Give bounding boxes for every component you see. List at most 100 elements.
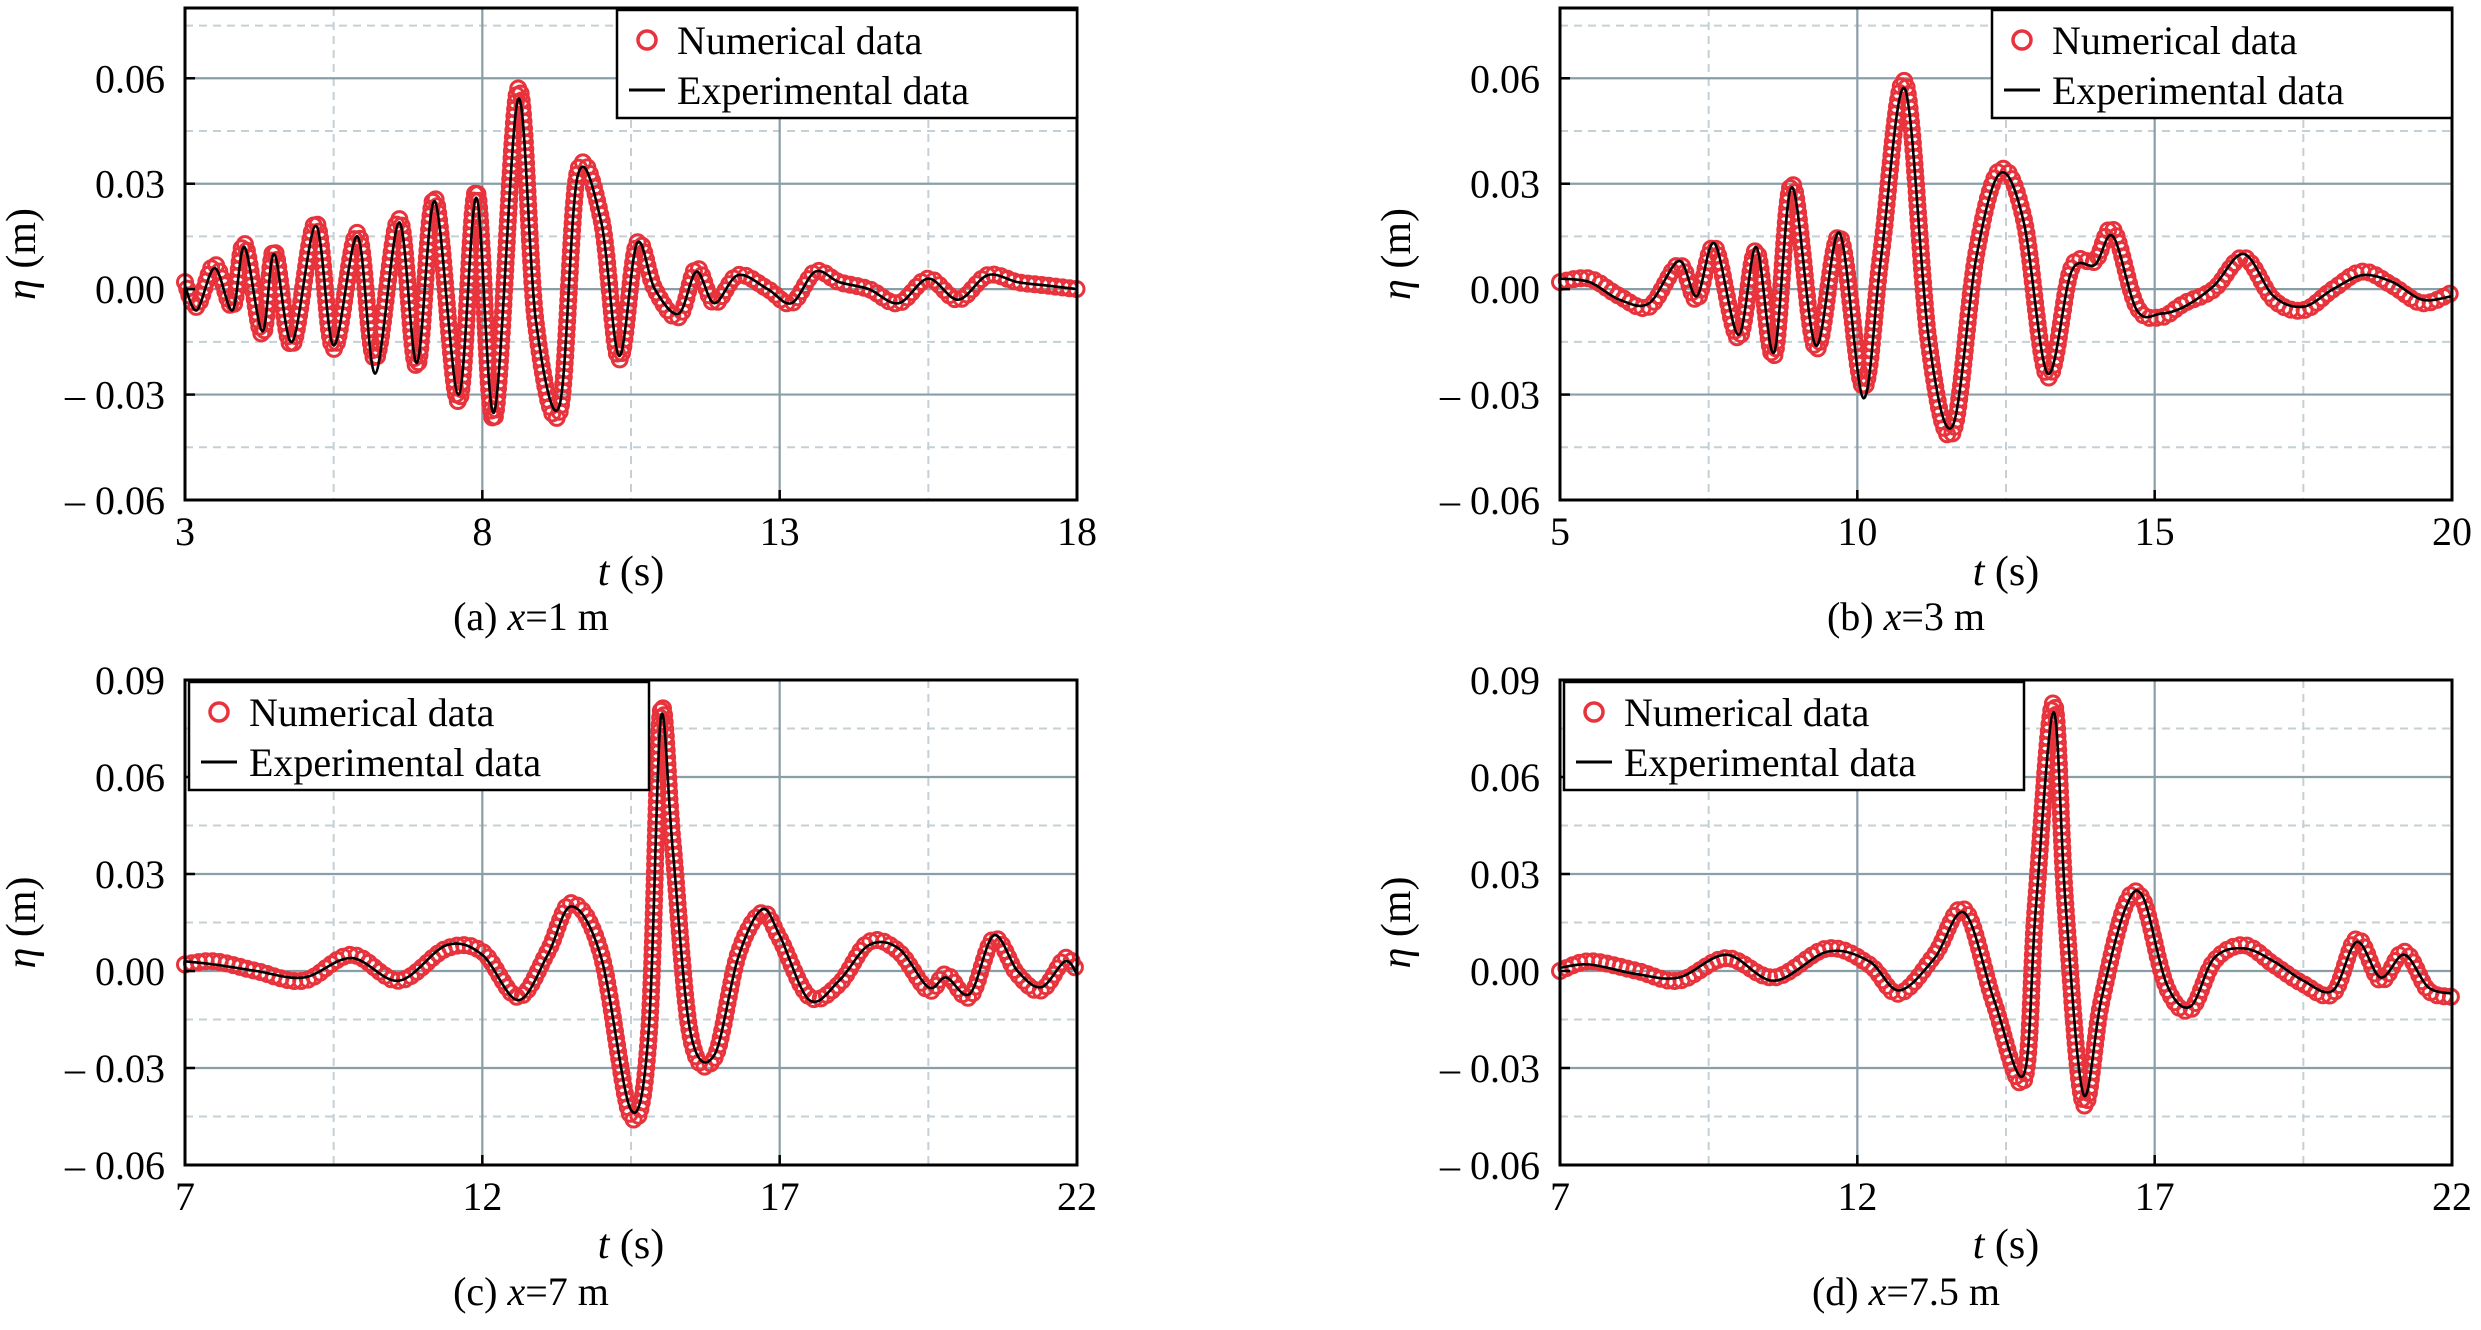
plot-frame: [183, 678, 1079, 1167]
x-tick-label: 5: [1550, 509, 1570, 554]
x-axis-label: t (s): [598, 549, 665, 595]
legend-label-experimental: Experimental data: [2052, 68, 2344, 113]
legend-box: [187, 680, 651, 792]
x-tick-label: 15: [2135, 509, 2175, 554]
x-axis-label: t (s): [598, 1222, 665, 1268]
x-tick-label: 7: [1550, 1174, 1570, 1219]
numerical-marker: [1014, 971, 1033, 990]
numerical-marker: [766, 285, 785, 304]
y-tick-label: 0.03: [1470, 852, 1540, 897]
y-tick-label: – 0.03: [64, 1046, 165, 1091]
x-tick-label: 22: [2432, 1174, 2472, 1219]
panel-caption: (d) x=7.5 m: [1812, 1269, 2000, 1314]
y-tick-label: 0.03: [1470, 162, 1540, 207]
x-tick-label: 3: [175, 509, 195, 554]
numerical-marker: [935, 281, 954, 300]
plot-frame: [1558, 678, 2454, 1167]
x-tick-label: 13: [760, 509, 800, 554]
legend-label-experimental: Experimental data: [249, 740, 541, 785]
y-tick-label: 0.00: [1470, 949, 1540, 994]
numerical-marker: [922, 981, 941, 1000]
y-tick-label: 0.00: [1470, 267, 1540, 312]
legend-label-experimental: Experimental data: [1624, 740, 1916, 785]
y-axis-label: η (m): [1374, 877, 1420, 969]
numerical-marker: [413, 958, 431, 977]
legend: Numerical data Experimental data: [187, 680, 651, 792]
y-tick-label: 0.06: [95, 755, 165, 800]
y-tick-label: 0.06: [1470, 755, 1540, 800]
legend-box: [615, 8, 1079, 120]
y-tick-label: – 0.03: [1439, 373, 1540, 418]
experimental-line-d: [1559, 710, 2453, 1098]
panel-caption: (c) x=7 m: [453, 1269, 609, 1314]
y-tick-label: 0.00: [95, 949, 165, 994]
y-axis-label: η (m): [0, 877, 45, 969]
legend-marker-numerical: [2011, 29, 2033, 51]
x-axis-label: t (s): [1973, 1222, 2040, 1268]
panel-d: 7 12 17 22 – 0.06 – 0.03 0.00 0.03 0.06 0.09 t (s)…: [1374, 658, 2472, 1314]
legend: Numerical data Experimental data: [1562, 680, 2026, 792]
x-tick-label: 20: [2432, 509, 2472, 554]
numerical-marker: [1065, 958, 1084, 977]
plot-frame: [1558, 6, 2454, 502]
x-tick-label: 17: [760, 1174, 800, 1219]
legend-label-numerical: Numerical data: [677, 18, 923, 63]
numerical-marker: [2440, 284, 2459, 303]
numerical-marker: [1949, 901, 1967, 920]
numerical-marker: [898, 288, 917, 307]
numerical-marker: [1900, 977, 1919, 996]
numerical-marker: [2203, 281, 2222, 300]
legend: Numerical data Experimental data: [615, 8, 1079, 120]
panel-c: 7 12 17 22 – 0.06 – 0.03 0.00 0.03 0.06 0.09 t (s)…: [0, 658, 1097, 1314]
legend-box: [1562, 680, 2026, 792]
numerical-marker: [2207, 949, 2226, 968]
numerical-marker: [2078, 252, 2097, 271]
numerical-marker: [967, 275, 986, 294]
x-tick-label: 17: [2135, 1174, 2175, 1219]
panel-a: 3 8 13 18 – 0.06 – 0.03 0.00 0.03 0.06 t (s) η (m)…: [0, 6, 1097, 639]
y-tick-label: 0.00: [95, 267, 165, 312]
x-tick-label: 12: [1837, 1174, 1877, 1219]
numerical-marker: [1025, 980, 1044, 999]
y-tick-label: – 0.06: [64, 1143, 165, 1188]
numerical-marker: [930, 276, 949, 295]
x-tick-label: 7: [175, 1174, 195, 1219]
x-axis-label: t (s): [1973, 549, 2040, 595]
y-tick-label: – 0.03: [1439, 1046, 1540, 1091]
experimental-line-c: [184, 712, 1079, 1114]
numerical-marker: [886, 940, 905, 959]
numerical-marker: [418, 953, 437, 972]
legend: Numerical data Experimental data: [1990, 8, 2454, 120]
legend-label-experimental: Experimental data: [677, 68, 969, 113]
x-tick-label: 22: [1057, 1174, 1097, 1219]
legend-marker-numerical: [1583, 701, 1605, 723]
y-tick-label: 0.06: [95, 56, 165, 101]
x-tick-label: 18: [1057, 509, 1097, 554]
numerical-marker: [474, 943, 493, 962]
x-tick-label: 12: [462, 1174, 502, 1219]
legend-label-numerical: Numerical data: [2052, 18, 2298, 63]
legend-marker-numerical: [208, 701, 230, 723]
numerical-marker: [252, 324, 271, 343]
panel-caption: (a) x=1 m: [453, 594, 609, 639]
y-tick-label: – 0.06: [64, 478, 165, 523]
numerical-marker: [1745, 242, 1764, 261]
experimental-line-b: [1559, 86, 2453, 430]
x-tick-label: 10: [1837, 509, 1877, 554]
x-tick-label: 8: [472, 509, 492, 554]
y-tick-label: – 0.06: [1439, 478, 1540, 523]
numerical-marker: [2237, 249, 2256, 268]
panel-b: 5 10 15 20 – 0.06 – 0.03 0.00 0.03 0.06 t (s) η (m…: [1374, 6, 2472, 639]
legend-label-numerical: Numerical data: [1624, 690, 1870, 735]
y-tick-label: 0.03: [95, 162, 165, 207]
experimental-line-a: [183, 97, 1078, 414]
legend-marker-numerical: [636, 29, 658, 51]
numerical-marker: [2312, 289, 2331, 308]
numerical-marker: [2395, 942, 2414, 961]
numerical-marker: [958, 285, 977, 304]
y-tick-label: – 0.03: [64, 373, 165, 418]
y-axis-label: η (m): [0, 208, 45, 300]
numerical-marker: [823, 981, 842, 1000]
plot-frame: [183, 6, 1079, 502]
